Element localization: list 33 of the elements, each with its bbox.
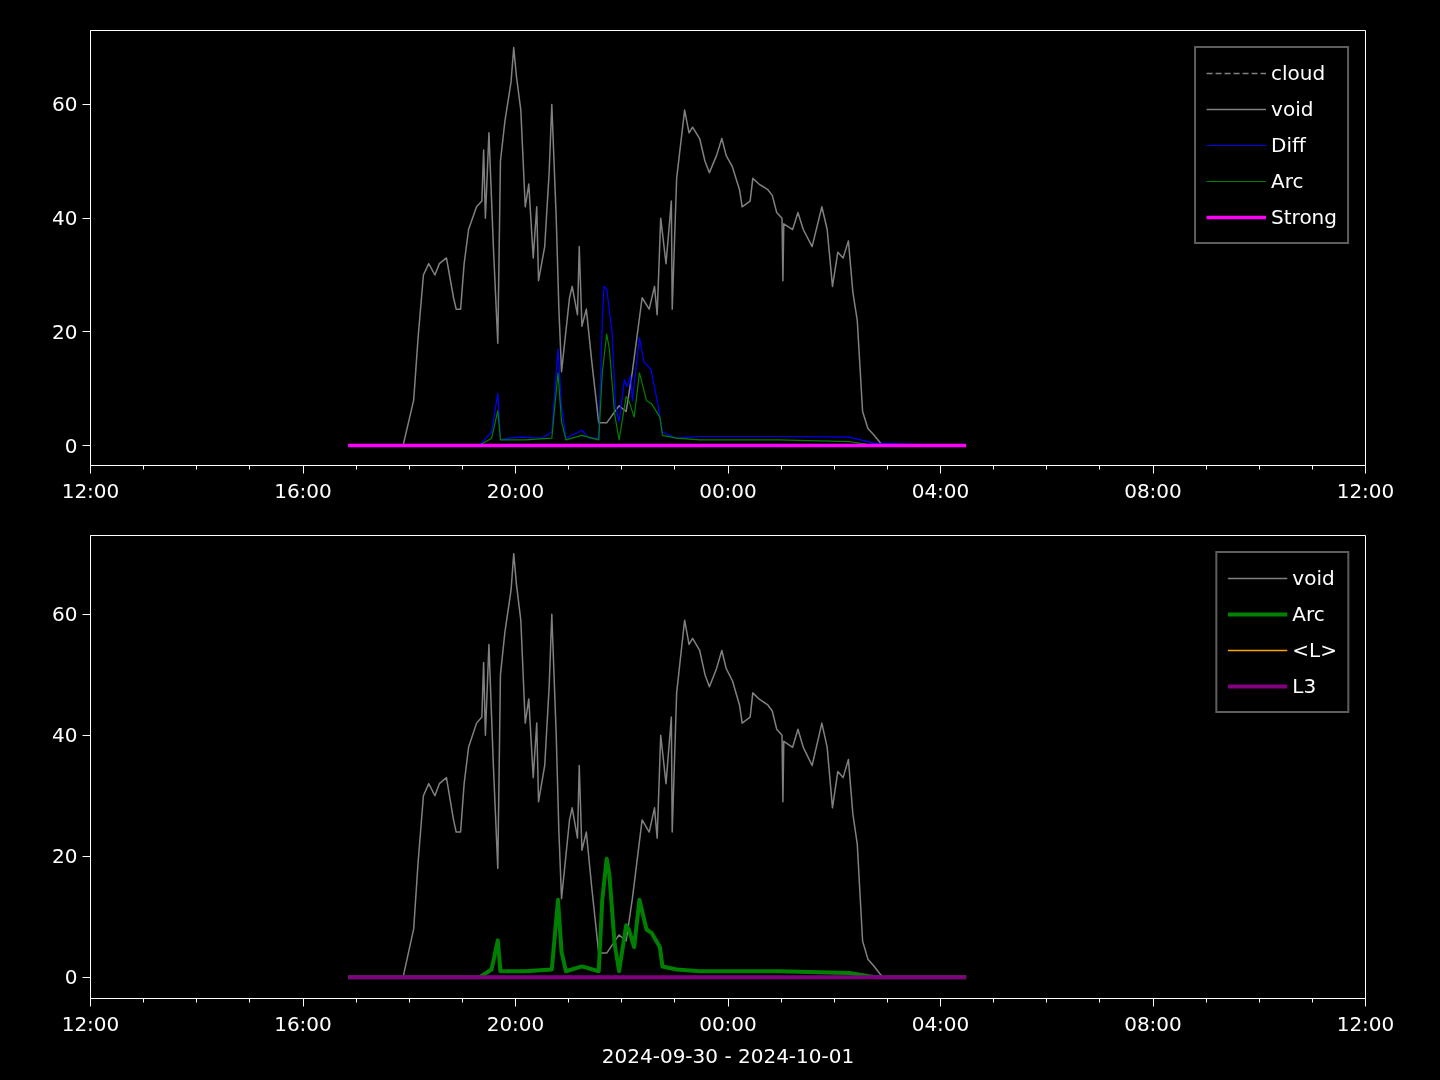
x-tick-label: 20:00: [486, 478, 545, 503]
y-tick-label: 40: [52, 723, 78, 748]
legend-label: L3: [1292, 673, 1317, 700]
x-tick-label: 12:00: [1336, 1011, 1395, 1036]
x-tick-label: 12:00: [61, 1011, 120, 1036]
y-tick-label: 60: [52, 602, 78, 627]
legend-label: Arc: [1271, 168, 1304, 195]
line-series: [402, 46, 884, 447]
legend-label: cloud: [1271, 60, 1326, 87]
x-tick-label: 12:00: [1336, 478, 1395, 503]
x-tick-label: 16:00: [274, 478, 332, 503]
x-tick-label: 04:00: [911, 1011, 970, 1036]
legend-label: Strong: [1271, 204, 1337, 231]
y-tick-label: 60: [52, 92, 78, 117]
x-tick-label: 08:00: [1124, 478, 1182, 503]
y-tick-label: 0: [64, 433, 78, 458]
x-axis-title: 2024-09-30 - 2024-10-01: [601, 1043, 855, 1068]
y-tick-label: 0: [64, 965, 78, 990]
legend-label: void: [1271, 96, 1314, 123]
x-tick-label: 08:00: [1124, 1011, 1182, 1036]
y-tick-label: 20: [52, 844, 78, 869]
x-tick-label: 00:00: [699, 478, 757, 503]
legend-label: <L>: [1292, 637, 1337, 664]
y-tick-label: 20: [52, 319, 78, 344]
x-tick-label: 04:00: [911, 478, 970, 503]
legend-label: Arc: [1292, 601, 1325, 628]
legend-label: Diff: [1271, 132, 1306, 159]
y-tick-label: 40: [52, 206, 78, 231]
x-tick-label: 16:00: [274, 1011, 332, 1036]
x-tick-label: 12:00: [61, 478, 120, 503]
x-tick-label: 00:00: [699, 1011, 757, 1036]
legend-label: void: [1292, 565, 1335, 592]
x-tick-label: 20:00: [486, 1011, 545, 1036]
